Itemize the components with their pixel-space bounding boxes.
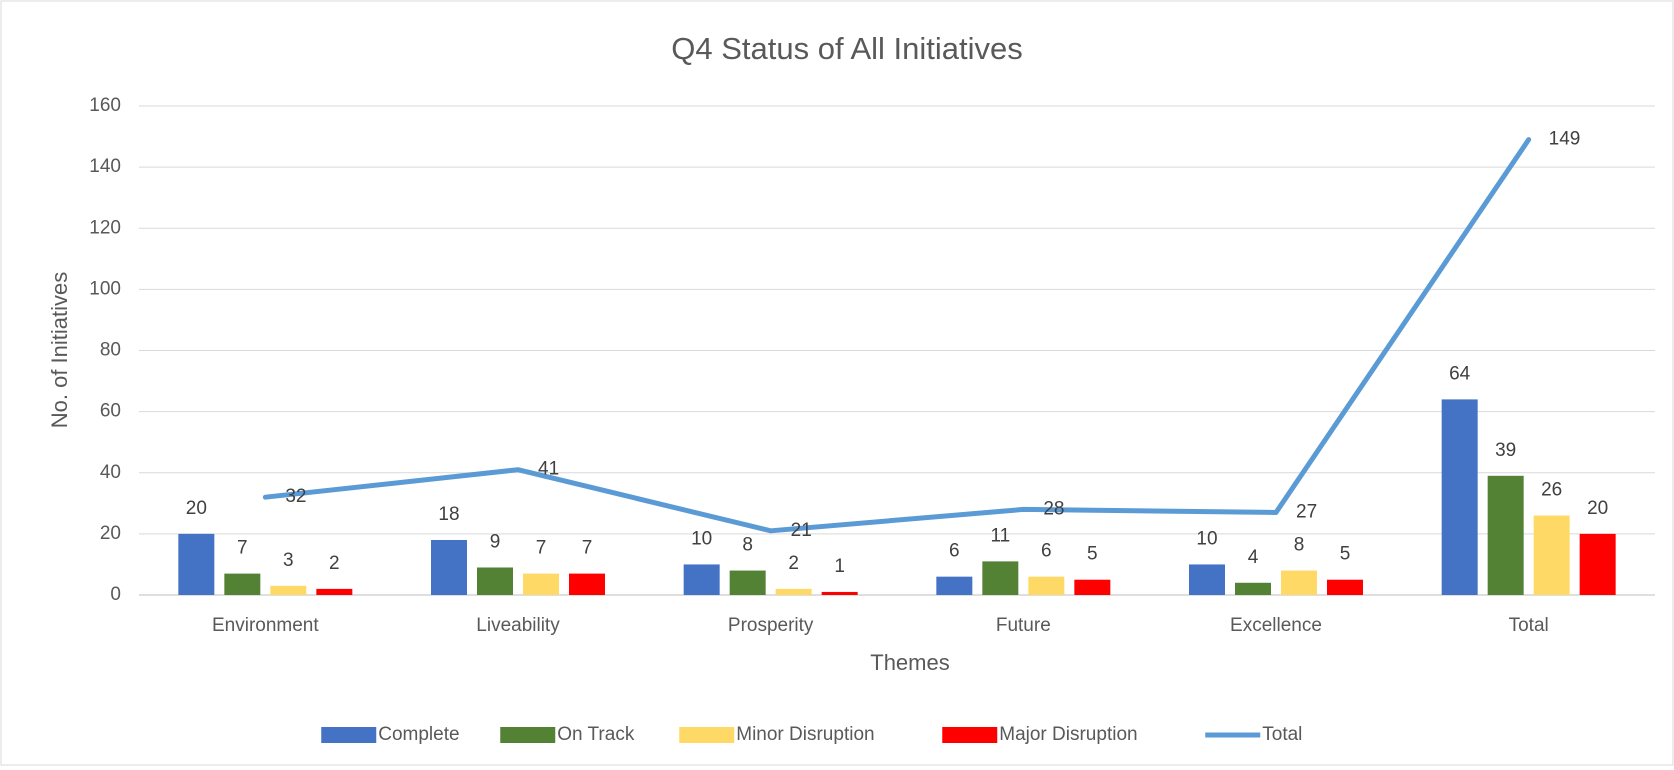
- legend-swatch: [321, 727, 377, 743]
- bar: [1074, 579, 1111, 595]
- legend-label: Total: [1262, 724, 1302, 745]
- bar: [224, 573, 261, 595]
- bar: [1533, 515, 1570, 595]
- x-tick-label: Liveability: [476, 615, 560, 636]
- data-label: 5: [1087, 544, 1098, 565]
- bar: [1028, 576, 1065, 595]
- y-tick-label: 80: [100, 340, 121, 361]
- bar: [729, 570, 766, 595]
- data-label: 4: [1248, 547, 1259, 568]
- data-label: 2: [788, 553, 799, 574]
- data-label: 20: [186, 498, 207, 519]
- data-label: 3: [283, 550, 294, 571]
- data-label: 39: [1495, 440, 1516, 461]
- bar: [1281, 570, 1317, 595]
- line-data-label: 27: [1296, 501, 1317, 522]
- y-tick-label: 20: [100, 523, 121, 544]
- data-label: 8: [1294, 535, 1305, 556]
- data-label: 7: [237, 538, 248, 559]
- bar: [431, 539, 467, 595]
- data-label: 20: [1587, 498, 1608, 519]
- data-label: 11: [990, 525, 1010, 546]
- line-data-label: 21: [791, 520, 812, 541]
- line-data-label: 149: [1549, 129, 1581, 150]
- bar: [1441, 399, 1478, 595]
- y-tick-label: 0: [110, 584, 121, 605]
- data-label: 9: [490, 532, 501, 553]
- bar: [1327, 579, 1363, 595]
- data-label: 7: [536, 538, 547, 559]
- legend-label: On Track: [557, 724, 635, 745]
- bar: [982, 561, 1019, 595]
- legend-label: Major Disruption: [999, 724, 1137, 745]
- y-tick-label: 120: [89, 217, 121, 238]
- legend-label: Minor Disruption: [736, 724, 874, 745]
- bar: [1189, 564, 1225, 595]
- x-tick-label: Environment: [212, 615, 319, 636]
- line: [262, 137, 1532, 534]
- bar: [316, 588, 353, 595]
- x-tick-label: Future: [996, 615, 1051, 636]
- data-label: 7: [582, 538, 593, 559]
- line-data-label: 32: [285, 486, 306, 507]
- x-tick-label: Total: [1509, 615, 1549, 636]
- data-label: 1: [834, 556, 845, 577]
- legend-label: Complete: [378, 724, 459, 745]
- bar: [775, 588, 812, 595]
- x-axis-title: Themes: [870, 650, 949, 675]
- bar: [178, 533, 215, 595]
- y-tick-label: 140: [89, 156, 121, 177]
- data-label: 5: [1340, 544, 1351, 565]
- line-data-label: 28: [1043, 498, 1064, 519]
- bar: [1235, 582, 1271, 595]
- legend-swatch: [500, 727, 556, 743]
- data-label: 10: [691, 528, 712, 549]
- data-label: 10: [1196, 528, 1217, 549]
- bar: [1487, 475, 1524, 595]
- data-label: 18: [438, 504, 459, 525]
- data-label: 2: [329, 553, 340, 574]
- data-label: 8: [742, 535, 753, 556]
- y-axis-title: No. of Initiatives: [47, 272, 72, 429]
- bar: [523, 573, 559, 595]
- x-tick-label: Prosperity: [728, 615, 814, 636]
- legend-swatch: [679, 727, 735, 743]
- bar: [569, 573, 605, 595]
- data-label: 26: [1541, 480, 1562, 501]
- y-tick-label: 100: [89, 278, 121, 299]
- line-data-label: 41: [538, 459, 559, 480]
- bar: [270, 585, 307, 595]
- y-tick-label: 40: [100, 462, 121, 483]
- y-tick-label: 160: [89, 95, 121, 116]
- bar: [936, 576, 973, 595]
- y-tick-label: 60: [100, 401, 121, 422]
- bar: [683, 564, 720, 595]
- data-label: 6: [949, 541, 960, 562]
- bar: [821, 591, 858, 595]
- legend-swatch: [942, 727, 998, 743]
- bar: [1579, 533, 1616, 595]
- x-tick-label: Excellence: [1230, 615, 1322, 636]
- bar: [477, 567, 513, 595]
- data-label: 64: [1449, 363, 1471, 384]
- chart-title: Q4 Status of All Initiatives: [671, 31, 1023, 66]
- data-label: 6: [1041, 541, 1052, 562]
